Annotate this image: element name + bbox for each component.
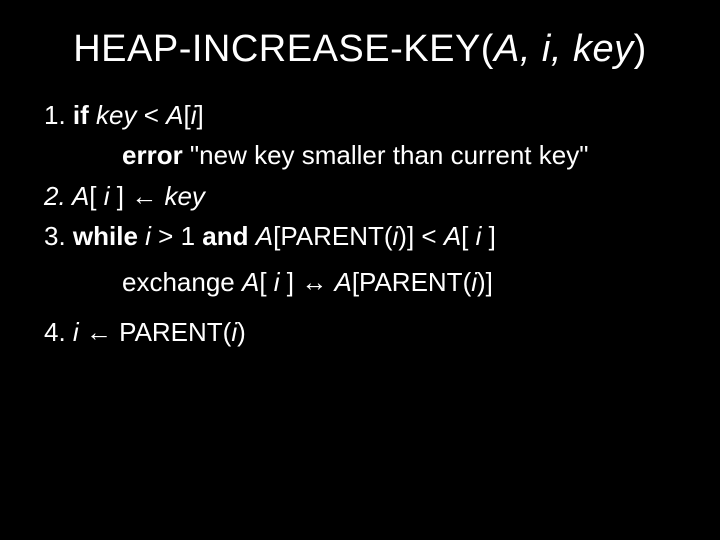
line-6: 4. i ← PARENT(i) <box>44 312 700 352</box>
text: )] <box>477 267 493 297</box>
kw-while: while <box>73 221 145 251</box>
line-5: exchange A[ i ] ↔ A[PARENT(i)] <box>44 262 700 302</box>
var-A: A <box>72 181 89 211</box>
title-prefix: HEAP-INCREASE-KEY( <box>73 28 494 70</box>
text: [PARENT( <box>352 267 471 297</box>
assign: ] ← <box>110 181 165 211</box>
bracket: [ <box>259 267 273 297</box>
line-num: 2. <box>44 181 72 211</box>
line-2: error "new key smaller than current key" <box>44 135 700 175</box>
line-4: 3. while i > 1 and A[PARENT(i)] < A[ i ] <box>44 216 700 256</box>
var-A: A <box>444 221 461 251</box>
text: ) <box>237 317 246 347</box>
bracket: ] <box>197 100 204 130</box>
swap: ] ↔ <box>280 267 335 297</box>
op-lt: < <box>137 100 167 130</box>
error-msg: "new key smaller than current key" <box>183 140 589 170</box>
bracket: [ <box>183 100 190 130</box>
var-key: key <box>164 181 204 211</box>
assign: ← PARENT( <box>79 317 232 347</box>
var-A: A <box>242 267 259 297</box>
kw-and: and <box>202 221 248 251</box>
var-A: A <box>334 267 351 297</box>
line-num: 1. <box>44 100 73 130</box>
var-key: key <box>96 100 136 130</box>
text: [PARENT( <box>273 221 392 251</box>
line-1: 1. if key < A[i] <box>44 95 700 135</box>
pseudocode: 1. if key < A[i] error "new key smaller … <box>0 95 720 353</box>
op-gt1: > 1 <box>151 221 202 251</box>
bracket: [ <box>89 181 103 211</box>
line-num: 4. <box>44 317 73 347</box>
var-A: A <box>166 100 183 130</box>
space <box>249 221 256 251</box>
page-title: HEAP-INCREASE-KEY(A, i, key) <box>0 0 720 95</box>
var-A: A <box>256 221 273 251</box>
kw-if: if <box>73 100 96 130</box>
bracket: [ <box>461 221 475 251</box>
kw-error: error <box>122 140 183 170</box>
kw-exchange: exchange <box>122 267 242 297</box>
title-args: A, i, key <box>494 28 634 70</box>
line-num: 3. <box>44 221 73 251</box>
bracket: ] <box>481 221 495 251</box>
text: )] < <box>398 221 444 251</box>
line-3: 2. A[ i ] ← key <box>44 176 700 216</box>
title-suffix: ) <box>634 28 647 70</box>
